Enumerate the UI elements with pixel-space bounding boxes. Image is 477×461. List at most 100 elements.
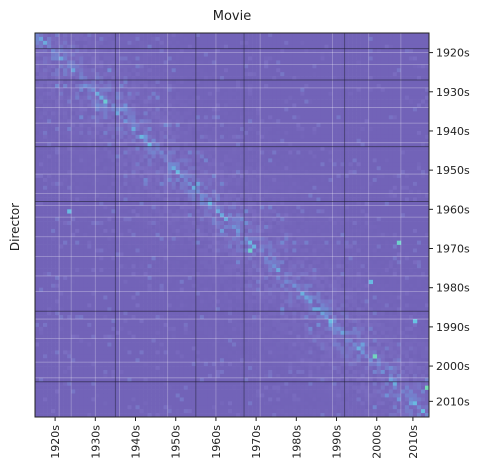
- heatmap-cell: [99, 87, 104, 93]
- heatmap-cell: [408, 158, 414, 163]
- heatmap-cell: [248, 48, 253, 53]
- heatmap-cell: [348, 127, 353, 132]
- heatmap-cell: [215, 193, 221, 198]
- heatmap-cell: [47, 142, 52, 147]
- heatmap-cell: [111, 36, 116, 42]
- heatmap-cell: [336, 60, 341, 65]
- heatmap-cell: [111, 72, 116, 77]
- heatmap-cell: [167, 170, 172, 175]
- heatmap-cell: [380, 48, 386, 53]
- heatmap-cell: [147, 99, 152, 104]
- heatmap-cell: [83, 174, 88, 179]
- heatmap-cell: [404, 166, 410, 171]
- heatmap-cell: [35, 213, 40, 218]
- heatmap-cell: [404, 130, 410, 136]
- heatmap-cell: [71, 80, 76, 85]
- heatmap-cell: [384, 158, 390, 163]
- heatmap-cell: [356, 119, 361, 124]
- heatmap-cell: [368, 76, 374, 81]
- heatmap-cell: [163, 166, 168, 171]
- heatmap-cell: [244, 189, 249, 194]
- heatmap-cell: [139, 225, 144, 230]
- heatmap-cell: [328, 83, 333, 89]
- heatmap-cell: [316, 40, 321, 46]
- heatmap-cell: [103, 166, 108, 171]
- heatmap-cell: [147, 138, 152, 144]
- heatmap-cell: [356, 174, 361, 179]
- heatmap-cell: [215, 130, 221, 136]
- heatmap-cell: [79, 107, 84, 112]
- heatmap-cell: [420, 107, 426, 112]
- heatmap-cell: [71, 130, 76, 136]
- heatmap-cell: [79, 83, 84, 89]
- heatmap-cell: [408, 127, 414, 132]
- heatmap-cell: [296, 209, 301, 214]
- heatmap-cell: [268, 170, 273, 175]
- y-axis-label: Director: [8, 203, 22, 251]
- heatmap-cell: [284, 99, 289, 104]
- heatmap-cell: [312, 185, 317, 191]
- heatmap-cell: [368, 111, 374, 116]
- heatmap-cell: [135, 40, 140, 46]
- heatmap-cell: [304, 150, 309, 155]
- heatmap-cell: [348, 221, 353, 226]
- heatmap-cell: [103, 150, 108, 155]
- heatmap-cell: [103, 123, 108, 128]
- heatmap-cell: [179, 228, 185, 234]
- heatmap-cell: [336, 80, 341, 85]
- heatmap-cell: [223, 193, 229, 198]
- heatmap-cell: [360, 44, 365, 49]
- heatmap-cell: [107, 68, 112, 73]
- heatmap-cell: [111, 225, 116, 230]
- heatmap-cell: [139, 170, 144, 175]
- heatmap-cell: [43, 60, 48, 65]
- heatmap-cell: [400, 40, 406, 46]
- heatmap-cell: [240, 83, 245, 89]
- heatmap-cell: [227, 68, 233, 73]
- heatmap-cell: [260, 166, 265, 171]
- heatmap-cell: [59, 142, 64, 147]
- heatmap-cell: [59, 107, 64, 112]
- heatmap-cell: [400, 87, 406, 93]
- heatmap-cell: [227, 217, 233, 222]
- heatmap-cell: [187, 209, 193, 214]
- heatmap-cell: [191, 217, 197, 222]
- heatmap-cell: [232, 193, 237, 198]
- heatmap-cell: [111, 154, 116, 159]
- heatmap-cell: [63, 221, 68, 226]
- heatmap-cell: [167, 174, 172, 179]
- heatmap-cell: [47, 80, 52, 85]
- heatmap-cell: [43, 52, 48, 57]
- heatmap-cell: [288, 103, 293, 108]
- heatmap-cell: [151, 177, 156, 183]
- heatmap-cell: [240, 150, 245, 155]
- heatmap-cell: [187, 130, 193, 136]
- heatmap-cell: [87, 181, 92, 187]
- heatmap-cell: [115, 127, 120, 132]
- heatmap-cell: [179, 40, 185, 46]
- heatmap-cell: [159, 64, 164, 69]
- heatmap-cell: [328, 209, 333, 214]
- heatmap-cell: [115, 174, 120, 179]
- heatmap-cell: [292, 91, 297, 96]
- heatmap-cell: [107, 127, 112, 132]
- heatmap-cell: [244, 213, 249, 218]
- heatmap-cell: [420, 72, 426, 77]
- heatmap-cell: [79, 91, 84, 96]
- heatmap-cell: [155, 87, 160, 93]
- heatmap-cell: [404, 111, 410, 116]
- heatmap-cell: [155, 205, 160, 210]
- heatmap-cell: [392, 150, 398, 155]
- heatmap-cell: [248, 146, 253, 151]
- heatmap-cell: [312, 111, 317, 116]
- heatmap-cell: [256, 138, 261, 144]
- heatmap-cell: [384, 80, 390, 85]
- heatmap-cell: [296, 44, 301, 49]
- heatmap-cell: [396, 205, 402, 210]
- heatmap-cell: [412, 170, 418, 175]
- heatmap-cell: [223, 185, 229, 191]
- heatmap-cell: [372, 142, 378, 147]
- heatmap-cell: [288, 158, 293, 163]
- heatmap-cell: [207, 228, 213, 234]
- heatmap-cell: [151, 170, 156, 175]
